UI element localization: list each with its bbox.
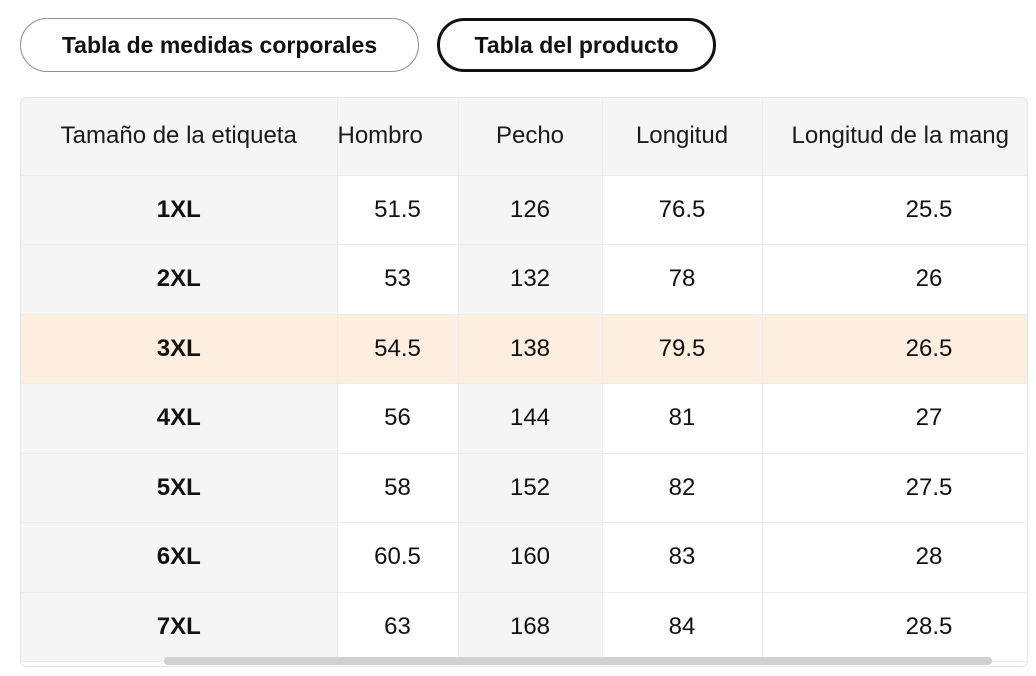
cell-length: 82 bbox=[602, 453, 763, 523]
cell-shoulder: 56 bbox=[337, 383, 459, 454]
tab-product-table-label: Tabla del producto bbox=[474, 31, 679, 58]
tab-bar: Tabla de medidas corporales Tabla del pr… bbox=[20, 18, 716, 72]
table-row: 2XL 53 132 78 26 bbox=[21, 244, 1027, 315]
cell-sleeve-length: 26.5 bbox=[762, 314, 1027, 384]
cell-size: 5XL bbox=[21, 453, 338, 523]
cell-chest: 132 bbox=[458, 244, 603, 315]
cell-chest: 144 bbox=[458, 383, 603, 454]
tab-body-measurements-label: Tabla de medidas corporales bbox=[61, 31, 378, 58]
table-row: 5XL 58 152 82 27.5 bbox=[21, 453, 1027, 523]
table-row: 1XL 51.5 126 76.5 25.5 bbox=[21, 175, 1027, 245]
cell-size: 6XL bbox=[21, 522, 338, 593]
cell-size: 3XL bbox=[21, 314, 338, 384]
cell-size: 7XL bbox=[21, 592, 338, 662]
header-size-label: Tamaño de la etiqueta bbox=[21, 98, 338, 176]
cell-sleeve-length: 27 bbox=[762, 383, 1027, 454]
cell-sleeve-length: 26 bbox=[762, 244, 1027, 315]
cell-sleeve-length: 27.5 bbox=[762, 453, 1027, 523]
cell-chest: 160 bbox=[458, 522, 603, 593]
cell-shoulder: 63 bbox=[337, 592, 459, 662]
cell-length: 78 bbox=[602, 244, 763, 315]
tab-product-table[interactable]: Tabla del producto bbox=[437, 18, 716, 72]
table-row: 7XL 63 168 84 28.5 bbox=[21, 592, 1027, 662]
cell-length: 83 bbox=[602, 522, 763, 593]
cell-sleeve-length: 28 bbox=[762, 522, 1027, 593]
cell-length: 81 bbox=[602, 383, 763, 454]
cell-sleeve-length: 25.5 bbox=[762, 175, 1027, 245]
cell-chest: 152 bbox=[458, 453, 603, 523]
cell-length: 79.5 bbox=[602, 314, 763, 384]
cell-chest: 138 bbox=[458, 314, 603, 384]
table-header-row: Tamaño de la etiqueta Hombro Pecho Longi… bbox=[21, 98, 1027, 176]
cell-sleeve-length: 28.5 bbox=[762, 592, 1027, 662]
cell-size: 2XL bbox=[21, 244, 338, 315]
header-chest: Pecho bbox=[458, 98, 603, 176]
cell-shoulder: 53 bbox=[337, 244, 459, 315]
cell-size: 1XL bbox=[21, 175, 338, 245]
size-table-container[interactable]: Tamaño de la etiqueta Hombro Pecho Longi… bbox=[20, 97, 1028, 667]
tab-body-measurements[interactable]: Tabla de medidas corporales bbox=[20, 18, 419, 72]
table-row: 6XL 60.5 160 83 28 bbox=[21, 522, 1027, 593]
cell-shoulder: 58 bbox=[337, 453, 459, 523]
size-table: Tamaño de la etiqueta Hombro Pecho Longi… bbox=[21, 98, 1027, 662]
table-row-highlighted: 3XL 54.5 138 79.5 26.5 bbox=[21, 314, 1027, 384]
cell-length: 76.5 bbox=[602, 175, 763, 245]
header-sleeve-length: Longitud de la mang bbox=[762, 98, 1027, 176]
cell-shoulder: 60.5 bbox=[337, 522, 459, 593]
cell-shoulder: 54.5 bbox=[337, 314, 459, 384]
cell-size: 4XL bbox=[21, 383, 338, 454]
header-shoulder: Hombro bbox=[337, 98, 459, 176]
horizontal-scrollbar[interactable] bbox=[164, 657, 992, 665]
cell-chest: 126 bbox=[458, 175, 603, 245]
header-length: Longitud bbox=[602, 98, 763, 176]
cell-chest: 168 bbox=[458, 592, 603, 662]
cell-shoulder: 51.5 bbox=[337, 175, 459, 245]
table-row: 4XL 56 144 81 27 bbox=[21, 383, 1027, 454]
cell-length: 84 bbox=[602, 592, 763, 662]
